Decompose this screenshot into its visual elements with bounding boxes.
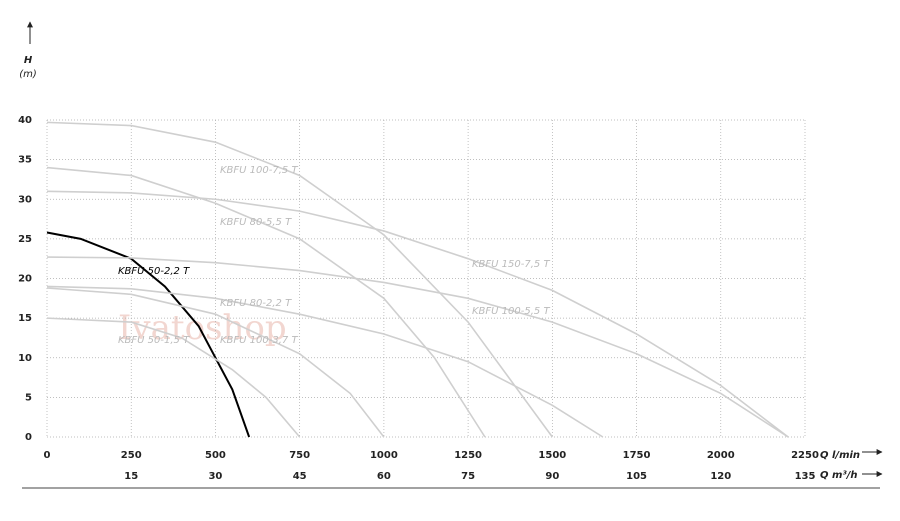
x-tick-label: 500 xyxy=(205,450,226,461)
x2-tick-label: 75 xyxy=(461,471,475,482)
x-tick-label: 1500 xyxy=(538,450,566,461)
x-tick-label: 1000 xyxy=(370,450,398,461)
x2-tick-label: 15 xyxy=(124,471,138,482)
y-tick-label: 25 xyxy=(18,234,32,245)
y-tick-label: 5 xyxy=(25,392,32,403)
curve-label: KBFU 100-3,7 T xyxy=(220,335,298,346)
y-tick-label: 10 xyxy=(18,353,32,364)
y-tick-label: 15 xyxy=(18,313,32,324)
y-tick-label: 35 xyxy=(18,155,32,166)
y-tick-label: 40 xyxy=(18,115,32,126)
curve-label: KBFU 150-7,5 T xyxy=(472,259,550,270)
x2-axis-label: Q m³/h xyxy=(820,470,858,481)
x-tick-label: 2250 xyxy=(791,450,819,461)
x2-tick-label: 30 xyxy=(208,471,222,482)
x2-tick-label: 90 xyxy=(545,471,559,482)
x-tick-label: 0 xyxy=(44,450,51,461)
curve-label: KBFU 50-2,2 T xyxy=(118,266,190,277)
y-tick-label: 30 xyxy=(18,194,32,205)
x-tick-label: 250 xyxy=(121,450,142,461)
x-tick-label: 1250 xyxy=(454,450,482,461)
pump-curve xyxy=(46,190,789,438)
pump-curve xyxy=(46,231,251,438)
curve-label: KBFU 80-2,2 T xyxy=(220,298,292,309)
x-tick-label: 2000 xyxy=(707,450,735,461)
x2-tick-label: 105 xyxy=(626,471,647,482)
pump-curve xyxy=(46,166,486,438)
curve-label: KBFU 100-7,5 T xyxy=(220,165,298,176)
x-tick-label: 1750 xyxy=(623,450,651,461)
watermark: Ivatoshop xyxy=(118,308,287,348)
pump-curve xyxy=(46,287,385,438)
x2-tick-label: 45 xyxy=(293,471,307,482)
curve-label: KBFU 50-1,5 T xyxy=(118,335,190,346)
curve-label: KBFU 80-5,5 T xyxy=(220,217,292,228)
x-axis-label: Q l/min xyxy=(820,450,860,461)
curve-label: KBFU 100-5,5 T xyxy=(472,306,550,317)
pump-curve xyxy=(46,285,604,438)
x2-tick-label: 135 xyxy=(795,471,816,482)
pump-curve xyxy=(46,317,301,438)
y-axis-unit: (m) xyxy=(19,69,37,80)
x2-tick-label: 60 xyxy=(377,471,391,482)
pump-curve xyxy=(46,256,789,438)
x-tick-label: 750 xyxy=(289,450,310,461)
y-tick-label: 0 xyxy=(25,432,32,443)
pump-curve xyxy=(46,121,553,438)
y-axis-label: H xyxy=(24,55,33,66)
x2-tick-label: 120 xyxy=(710,471,731,482)
y-tick-label: 20 xyxy=(18,274,32,285)
